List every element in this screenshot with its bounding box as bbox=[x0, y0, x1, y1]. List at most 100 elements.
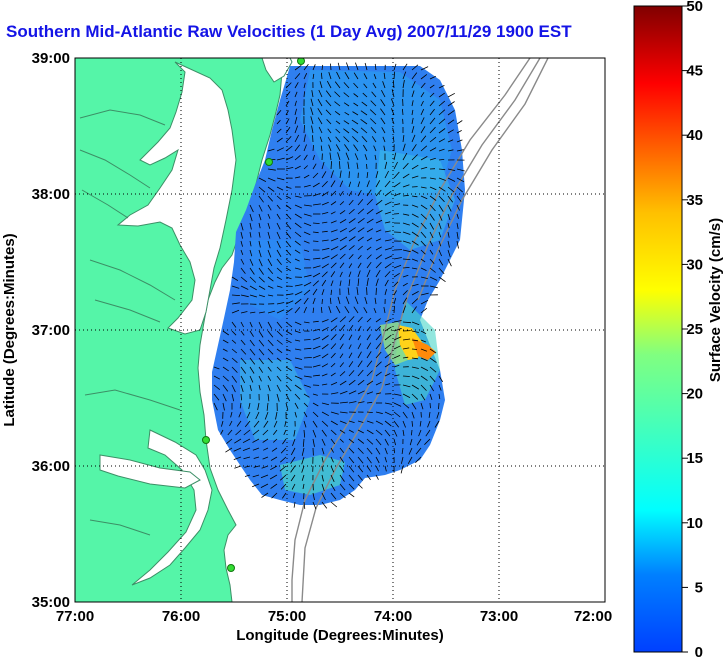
velocity-arrow bbox=[357, 438, 365, 444]
velocity-arrow bbox=[356, 287, 359, 296]
velocity-arrow bbox=[321, 263, 330, 269]
velocity-arrow bbox=[402, 162, 409, 170]
velocity-arrow bbox=[258, 258, 263, 267]
velocity-arrow bbox=[321, 255, 330, 260]
velocity-arrow bbox=[267, 339, 274, 347]
velocity-arrow bbox=[303, 402, 308, 407]
velocity-arrow bbox=[222, 384, 229, 392]
velocity-arrow bbox=[383, 72, 386, 80]
velocity-arrow bbox=[330, 411, 339, 415]
velocity-arrow bbox=[420, 267, 427, 271]
velocity-arrow bbox=[319, 81, 323, 89]
velocity-arrow bbox=[258, 357, 264, 365]
velocity-arrow bbox=[374, 154, 377, 161]
velocity-arrow bbox=[276, 157, 285, 161]
velocity-arrow bbox=[344, 71, 350, 80]
velocity-arrow bbox=[302, 483, 305, 489]
velocity-arrow bbox=[344, 111, 350, 116]
velocity-arrow bbox=[393, 290, 397, 296]
velocity-arrow bbox=[411, 267, 418, 270]
velocity-arrow bbox=[240, 375, 246, 384]
velocity-arrow bbox=[375, 189, 382, 197]
radar-site-marker[interactable] bbox=[265, 158, 273, 166]
velocity-arrow bbox=[384, 170, 389, 179]
velocity-arrow bbox=[420, 348, 428, 352]
velocity-arrow bbox=[294, 108, 297, 116]
velocity-arrow bbox=[328, 71, 332, 80]
velocity-arrow bbox=[447, 110, 455, 116]
velocity-arrow bbox=[456, 120, 463, 125]
velocity-arrow bbox=[345, 296, 350, 305]
radar-site-marker[interactable] bbox=[297, 58, 305, 65]
velocity-arrow bbox=[273, 438, 278, 443]
velocity-arrow bbox=[384, 447, 388, 455]
radar-site-marker[interactable] bbox=[227, 564, 235, 572]
velocity-arrow bbox=[276, 330, 283, 337]
velocity-arrow bbox=[411, 81, 416, 89]
velocity-arrow bbox=[321, 279, 327, 287]
velocity-arrow bbox=[339, 447, 345, 453]
velocity-arrow bbox=[339, 333, 345, 341]
velocity-arrow bbox=[321, 181, 328, 188]
velocity-arrow bbox=[240, 249, 244, 256]
velocity-arrow bbox=[382, 81, 386, 89]
velocity-arrow bbox=[317, 98, 323, 107]
velocity-arrow bbox=[447, 168, 456, 171]
velocity-arrow bbox=[258, 339, 265, 347]
velocity-arrow bbox=[411, 222, 419, 228]
velocity-arrow bbox=[303, 249, 310, 252]
velocity-arrow bbox=[366, 269, 371, 278]
velocity-arrow bbox=[321, 298, 323, 305]
velocity-arrow bbox=[420, 339, 427, 343]
velocity-arrow bbox=[334, 110, 341, 116]
velocity-arrow bbox=[357, 360, 363, 368]
velocity-arrow bbox=[321, 221, 328, 224]
velocity-arrow bbox=[294, 73, 301, 80]
velocity-arrow bbox=[339, 483, 346, 491]
velocity-arrow bbox=[424, 438, 431, 445]
velocity-arrow bbox=[311, 90, 314, 98]
plot-frame bbox=[74, 57, 606, 603]
velocity-arrow bbox=[391, 89, 395, 98]
velocity-arrow bbox=[384, 373, 391, 377]
velocity-arrow bbox=[420, 402, 424, 410]
velocity-arrow bbox=[363, 307, 368, 314]
velocity-arrow bbox=[276, 249, 282, 258]
velocity-arrow bbox=[294, 393, 301, 400]
velocity-arrow bbox=[312, 345, 321, 350]
velocity-arrow bbox=[348, 429, 354, 433]
velocity-arrow bbox=[267, 249, 272, 258]
velocity-arrow bbox=[357, 270, 361, 278]
velocity-arrow bbox=[393, 264, 402, 269]
velocity-arrow bbox=[285, 222, 292, 230]
velocity-arrow bbox=[343, 128, 350, 134]
colorbar-tick-label: 25 bbox=[686, 321, 703, 338]
velocity-arrow bbox=[330, 170, 334, 179]
velocity-arrow bbox=[447, 119, 455, 125]
velocity-vectors bbox=[213, 62, 465, 510]
velocity-arrow bbox=[301, 465, 305, 473]
velocity-arrow bbox=[402, 240, 411, 244]
velocity-arrow bbox=[312, 492, 315, 501]
velocity-arrow bbox=[303, 375, 312, 378]
velocity-arrow bbox=[375, 351, 382, 359]
velocity-arrow bbox=[420, 117, 425, 125]
velocity-arrow bbox=[270, 465, 278, 471]
velocity-arrow bbox=[249, 311, 256, 314]
velocity-arrow bbox=[226, 438, 233, 445]
velocity-arrow bbox=[249, 231, 252, 238]
velocity-arrow bbox=[321, 383, 328, 386]
velocity-arrow bbox=[267, 258, 273, 267]
velocity-arrow bbox=[366, 420, 374, 424]
velocity-arrow bbox=[330, 382, 338, 386]
velocity-arrow bbox=[420, 82, 426, 89]
velocity-arrow bbox=[321, 501, 328, 509]
velocity-arrow bbox=[303, 184, 311, 188]
velocity-arrow bbox=[235, 429, 242, 436]
radar-site-marker[interactable] bbox=[202, 436, 210, 444]
velocity-arrow bbox=[290, 456, 296, 464]
velocity-arrow bbox=[330, 363, 336, 368]
velocity-arrow bbox=[339, 219, 347, 224]
velocity-arrow bbox=[411, 231, 419, 237]
colorbar: 0 5 10 15 20 25 30 35 40 45 50 Surface Velocity (c… bbox=[633, 0, 724, 659]
